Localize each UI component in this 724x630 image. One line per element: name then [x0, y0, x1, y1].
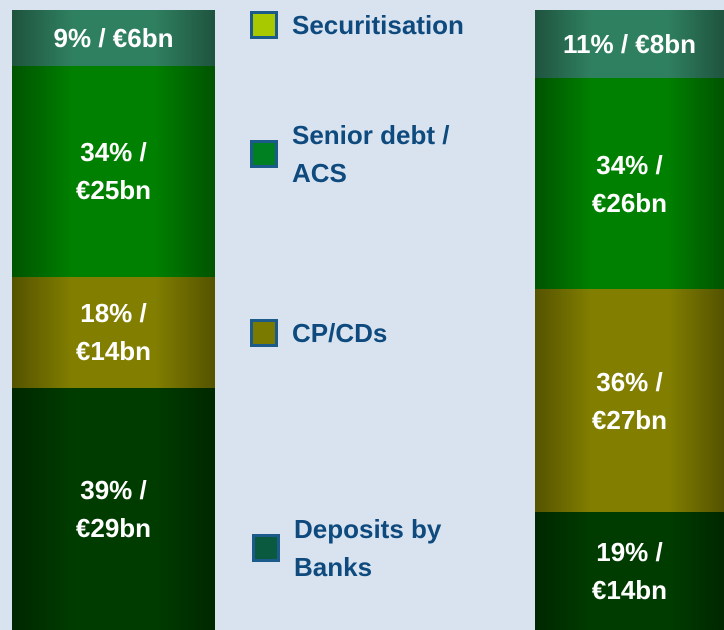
data-label: 34% / €25bn: [75, 137, 152, 206]
bar-segment: 34% / €26bn: [535, 78, 724, 289]
legend-swatch: [250, 319, 278, 347]
legend-item: CP/CDs: [250, 314, 387, 352]
data-label: 36% / €27bn: [591, 366, 668, 435]
data-label: 34% / €26bn: [591, 149, 668, 218]
legend-item: Securitisation: [250, 6, 464, 44]
bar-segment: 18% / €14bn: [12, 276, 215, 389]
legend-label: Senior debt / ACS: [292, 120, 450, 188]
legend-item: Deposits by Banks: [252, 510, 484, 586]
data-label: 19% / €14bn: [591, 537, 668, 606]
bar-segment: 39% / €29bn: [12, 388, 215, 630]
data-label: 9% / €6bn: [53, 22, 174, 53]
legend-swatch: [250, 140, 278, 168]
legend-label: Securitisation: [292, 10, 464, 40]
bar-segment: 11% / €8bn: [535, 10, 724, 79]
data-label: 39% / €29bn: [75, 475, 152, 544]
legend-label: CP/CDs: [292, 318, 388, 348]
bar-segment: 9% / €6bn: [12, 10, 215, 66]
legend-swatch: [252, 534, 280, 562]
legend-label: Deposits by Banks: [294, 514, 442, 582]
legend-swatch: [250, 11, 278, 39]
bar-segment: 34% / €25bn: [12, 65, 215, 277]
bar-segment: 19% / €14bn: [535, 512, 724, 630]
legend-item: Senior debt / ACS: [250, 116, 492, 192]
bar-segment: 36% / €27bn: [535, 289, 724, 513]
data-label: 11% / €8bn: [563, 29, 696, 60]
data-label: 18% / €14bn: [75, 298, 152, 367]
